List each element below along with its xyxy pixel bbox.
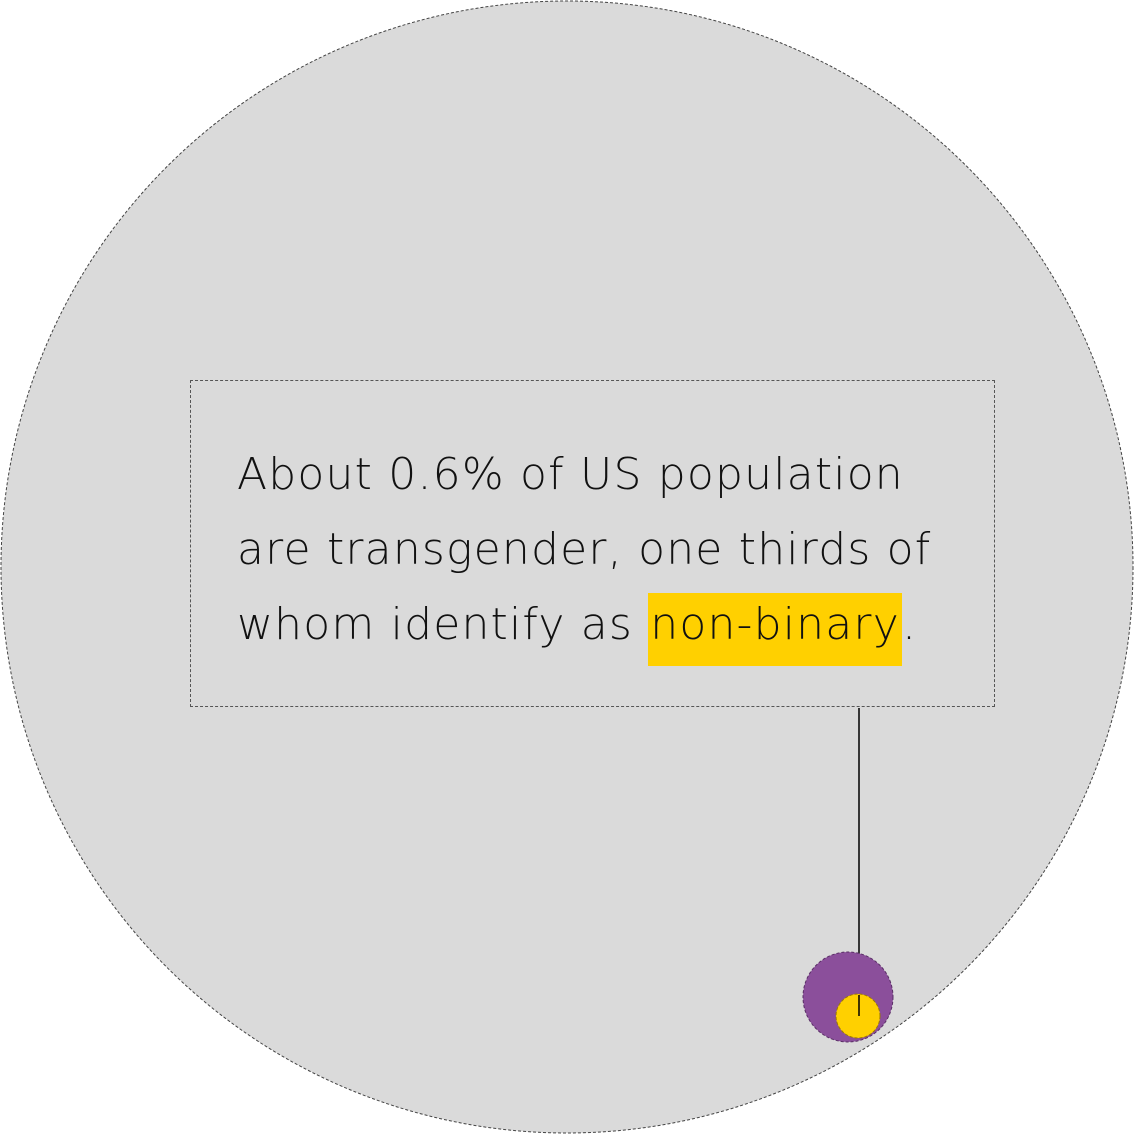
callout-line-3-prefix: whom identify as: [237, 599, 649, 650]
callout-box: About 0.6% of US population are transgen…: [190, 380, 995, 707]
callout-line-3: whom identify as non-binary.: [237, 587, 977, 666]
callout-line-2: are transgender, one thirds of: [237, 524, 932, 575]
callout-line-1: About 0.6% of US population: [237, 449, 904, 500]
non-binary-highlight: non-binary: [648, 593, 902, 666]
callout-text: About 0.6% of US population are transgen…: [237, 437, 977, 666]
callout-line-3-suffix: .: [901, 599, 918, 650]
non-binary-circle: [835, 993, 881, 1039]
